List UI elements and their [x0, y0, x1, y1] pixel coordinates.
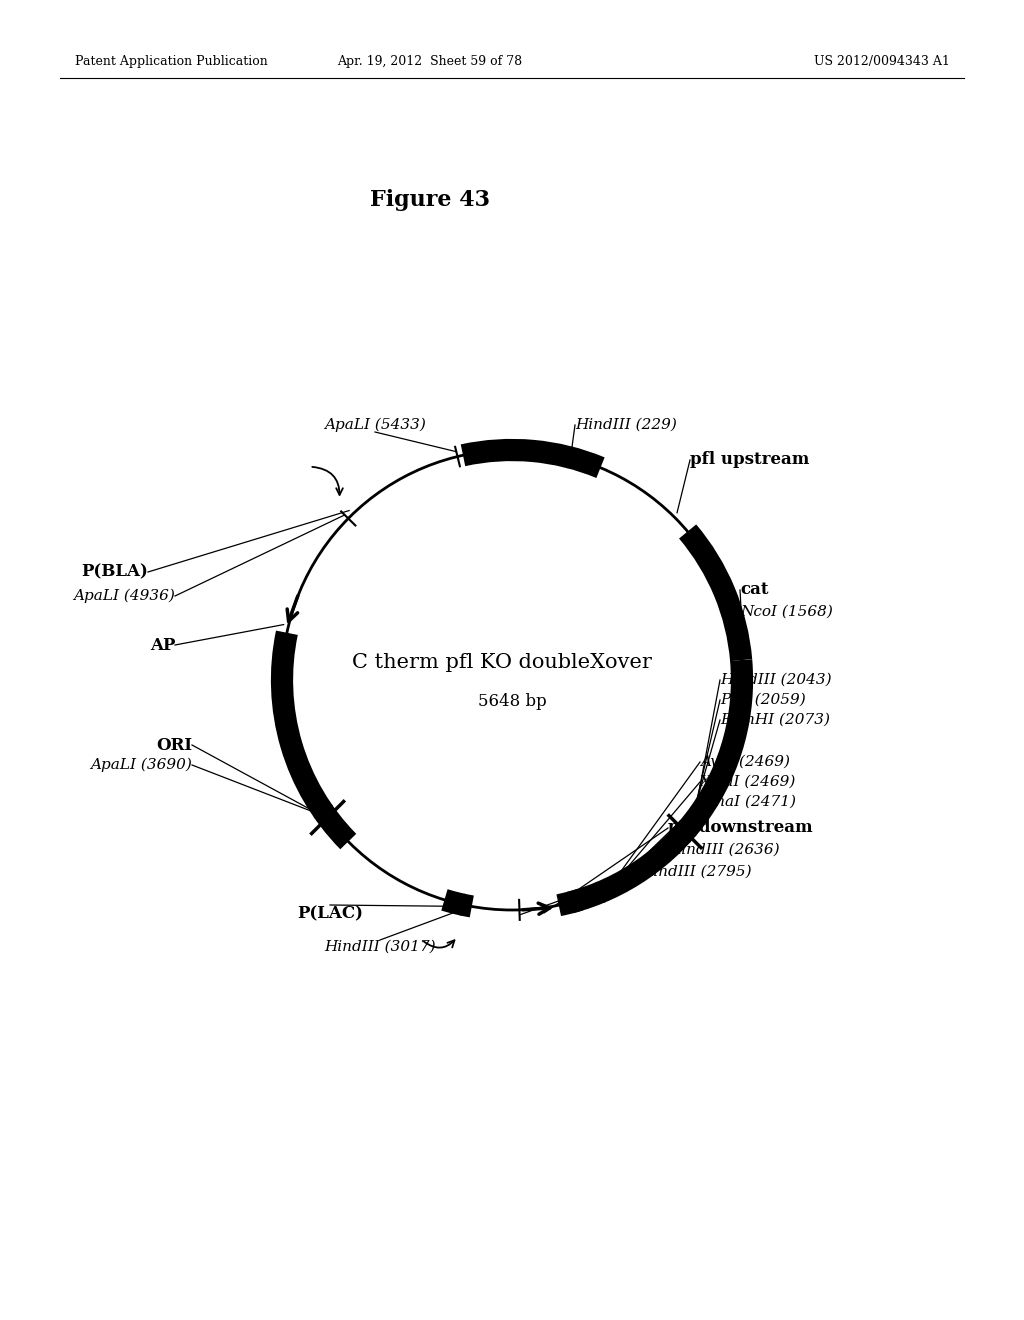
Text: P(BLA): P(BLA)	[81, 564, 148, 581]
Text: 5648 bp: 5648 bp	[477, 693, 547, 710]
Text: HindIII (2636): HindIII (2636)	[668, 843, 779, 857]
Text: HindIII (2043): HindIII (2043)	[720, 673, 831, 686]
Text: US 2012/0094343 A1: US 2012/0094343 A1	[814, 55, 950, 69]
Text: SmaI (2471): SmaI (2471)	[700, 795, 796, 809]
Text: PstI (2059): PstI (2059)	[720, 693, 806, 708]
Text: ORI: ORI	[156, 737, 193, 754]
Text: Figure 43: Figure 43	[370, 189, 490, 211]
Text: HindIII (3017): HindIII (3017)	[325, 940, 436, 954]
Text: C therm pfl KO doubleXover: C therm pfl KO doubleXover	[352, 652, 652, 672]
Text: XmaI (2469): XmaI (2469)	[700, 775, 797, 789]
Text: Apr. 19, 2012  Sheet 59 of 78: Apr. 19, 2012 Sheet 59 of 78	[338, 55, 522, 69]
Text: ApaLI (4936): ApaLI (4936)	[73, 589, 175, 603]
Text: ApaLI (5433): ApaLI (5433)	[324, 417, 426, 432]
Text: AvaI (2469): AvaI (2469)	[700, 755, 790, 770]
Text: cat: cat	[740, 582, 768, 598]
Text: pfl downstream: pfl downstream	[668, 820, 813, 837]
Text: pfl upstream: pfl upstream	[690, 451, 809, 469]
Text: NcoI (1568): NcoI (1568)	[740, 605, 833, 619]
Text: P(LAC): P(LAC)	[297, 906, 362, 921]
Text: ApaLI (3690): ApaLI (3690)	[90, 758, 193, 772]
Text: BamHI (2073): BamHI (2073)	[720, 713, 830, 727]
Text: HindIII (2795): HindIII (2795)	[640, 865, 752, 879]
Text: Patent Application Publication: Patent Application Publication	[75, 55, 267, 69]
Text: HindIII (229): HindIII (229)	[575, 418, 677, 432]
Text: AP: AP	[150, 636, 175, 653]
